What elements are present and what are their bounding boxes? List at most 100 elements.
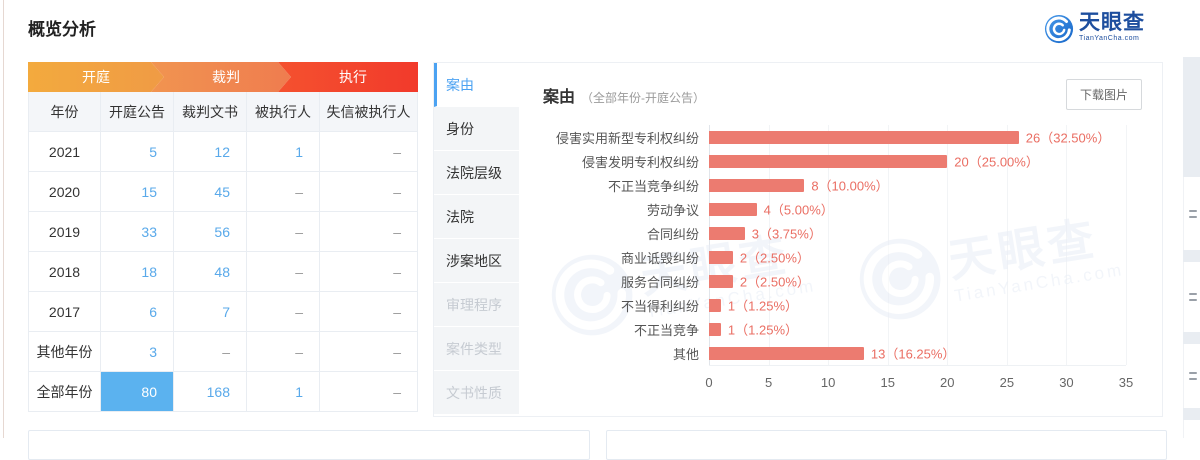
bar[interactable] xyxy=(709,202,757,216)
chart-area: 案由 （全部年份-开庭公告） 下载图片 侵害实用新型专利权纠纷 26（32.50%）… xyxy=(519,63,1162,416)
dimension-tab-0[interactable]: 案由 xyxy=(434,63,519,107)
anchor-nav-spacer xyxy=(1183,250,1200,262)
empty-value: – xyxy=(393,263,401,280)
x-axis-tick: 25 xyxy=(999,375,1015,390)
next-section-card-right xyxy=(606,430,1167,460)
row-year-label: 2020 xyxy=(29,172,101,211)
bar-value-label: 13（16.25%） xyxy=(870,346,956,362)
chart-row: 服务合同纠纷 2（2.50%） xyxy=(519,269,1162,293)
bar[interactable] xyxy=(709,322,721,336)
table-row: 2017 6 7– – xyxy=(29,292,417,332)
bar-value-label: 2（2.50%） xyxy=(739,274,810,290)
bar-category-label: 侵害实用新型专利权纠纷 xyxy=(555,130,699,146)
window-left-border xyxy=(3,0,4,438)
bar-value-label: 1（1.25%） xyxy=(727,298,798,314)
anchor-nav-text-fragment xyxy=(1188,215,1197,218)
analysis-panel: 案由 身份 法院层级 法院 涉案地区 审理程序 案件类型 文书性质 案由 （全部年份-开庭公告）… xyxy=(433,62,1163,417)
x-axis-tick: 15 xyxy=(880,375,895,390)
bar-category-label: 侵害发明专利权纠纷 xyxy=(581,154,699,170)
bar-category-label: 其他 xyxy=(672,346,699,362)
count-link[interactable]: 15 xyxy=(101,172,174,211)
count-link[interactable]: 1 xyxy=(247,372,320,411)
empty-value: – xyxy=(247,332,320,371)
gridline xyxy=(1066,125,1068,365)
flow-step-2[interactable]: 裁判 xyxy=(151,62,291,92)
chart-row: 侵害实用新型专利权纠纷 26（32.50%） xyxy=(519,125,1162,149)
bar-value-label: 4（5.00%） xyxy=(763,202,834,218)
bar[interactable] xyxy=(709,346,864,360)
anchor-nav-text-fragment xyxy=(1188,209,1197,212)
bar[interactable] xyxy=(709,274,733,288)
bar-value-label: 1（1.25%） xyxy=(727,322,798,338)
dimension-tab-4[interactable]: 涉案地区 xyxy=(434,239,519,283)
row-year-label: 全部年份 xyxy=(29,372,101,411)
anchor-nav-item[interactable] xyxy=(1183,344,1200,408)
empty-value: – xyxy=(247,252,320,291)
chart-subtitle: （全部年份-开庭公告） xyxy=(581,91,706,105)
page-anchor-nav[interactable] xyxy=(1183,57,1200,438)
logo-domain-text: TianYanCha.com xyxy=(1079,35,1140,42)
count-link[interactable]: 18 xyxy=(101,252,174,291)
dimension-tab-list: 案由 身份 法院层级 法院 涉案地区 审理程序 案件类型 文书性质 xyxy=(434,63,519,415)
dimension-tab-3[interactable]: 法院 xyxy=(434,195,519,239)
table-row: 2021 5 12 1 – xyxy=(29,132,417,172)
bar[interactable] xyxy=(709,298,721,312)
next-section-card-left xyxy=(28,430,590,460)
bar-value-label: 2（2.50%） xyxy=(739,250,810,266)
count-link[interactable]: 56 xyxy=(174,212,247,251)
count-link[interactable]: 12 xyxy=(174,132,247,171)
bar-value-label: 26（32.50%） xyxy=(1025,130,1111,146)
bar[interactable] xyxy=(709,178,805,192)
bar-track: 1（1.25%） xyxy=(709,322,1126,338)
dimension-tab-5: 审理程序 xyxy=(434,283,519,327)
dimension-tab-2[interactable]: 法院层级 xyxy=(434,151,519,195)
anchor-nav-item[interactable] xyxy=(1183,177,1200,250)
count-link[interactable]: 7 xyxy=(174,292,247,331)
bar[interactable] xyxy=(709,250,733,264)
count-link[interactable]: 80 xyxy=(101,372,174,411)
gridline xyxy=(1006,125,1008,365)
table-row: 2020 15 45– – xyxy=(29,172,417,212)
count-link[interactable]: 1 xyxy=(247,132,320,171)
count-link[interactable]: 33 xyxy=(101,212,174,251)
bar-track: 2（2.50%） xyxy=(709,274,1126,290)
column-header: 裁判文书 xyxy=(174,92,247,131)
flow-step-3[interactable]: 执行 xyxy=(278,62,418,92)
x-axis-tick: 5 xyxy=(764,375,773,390)
x-axis-tick: 35 xyxy=(1118,375,1134,390)
chart-row: 不当得利纠纷 1（1.25%） xyxy=(519,293,1162,317)
gridline xyxy=(1126,125,1127,365)
empty-value: – xyxy=(247,212,320,251)
bar[interactable] xyxy=(709,154,948,168)
dimension-tab-1[interactable]: 身份 xyxy=(434,107,519,151)
table-row: 其他年份 3– – – xyxy=(29,332,417,372)
bar-category-label: 不正当竞争 xyxy=(633,322,699,338)
bar-value-label: 3（3.75%） xyxy=(751,226,822,242)
bar[interactable] xyxy=(709,226,745,240)
flow-step-1[interactable]: 开庭 xyxy=(28,62,164,92)
chart-title: 案由 xyxy=(543,89,576,106)
column-header: 年份 xyxy=(29,92,101,131)
count-link[interactable]: 6 xyxy=(101,292,174,331)
chart-row: 劳动争议 4（5.00%） xyxy=(519,197,1162,221)
count-link[interactable]: 48 xyxy=(174,252,247,291)
empty-value: – xyxy=(393,303,401,320)
download-image-button[interactable]: 下载图片 xyxy=(1065,79,1142,110)
anchor-nav-item[interactable] xyxy=(1183,262,1200,332)
logo-brand-text: 天眼查 xyxy=(1079,11,1145,34)
anchor-nav-spacer xyxy=(1183,57,1200,177)
chart-row: 商业诋毁纠纷 2（2.50%） xyxy=(519,245,1162,269)
count-link[interactable]: 5 xyxy=(101,132,174,171)
table-row: 全部年份 80 168 1 – xyxy=(29,372,417,412)
count-link[interactable]: 45 xyxy=(174,172,247,211)
bar-track: 8（10.00%） xyxy=(709,178,1126,194)
x-axis-tick: 10 xyxy=(820,375,836,390)
anchor-nav-item[interactable] xyxy=(1183,420,1200,438)
bar-track: 13（16.25%） xyxy=(709,346,1126,362)
flow-step-label: 裁判 xyxy=(212,69,240,85)
count-link[interactable]: 168 xyxy=(174,372,247,411)
count-link[interactable]: 3 xyxy=(101,332,174,371)
bar[interactable] xyxy=(709,130,1019,144)
table-row: 2018 18 48– – xyxy=(29,252,417,292)
anchor-nav-spacer xyxy=(1183,408,1200,420)
